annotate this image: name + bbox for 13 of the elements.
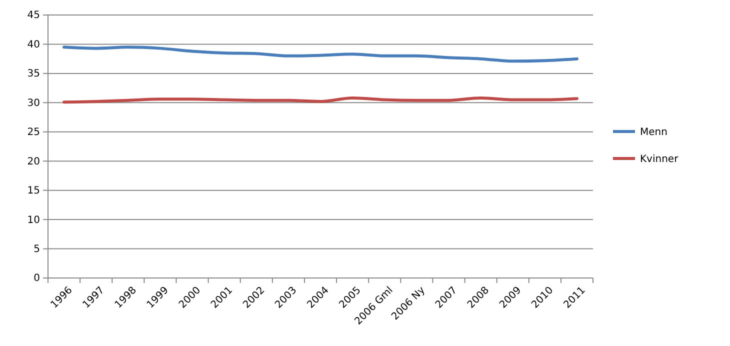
y-tick-label: 35 bbox=[27, 68, 40, 80]
y-tick-label: 45 bbox=[27, 10, 40, 22]
legend-label: Menn bbox=[640, 127, 668, 138]
y-tick-label: 40 bbox=[27, 39, 40, 50]
y-tick-label: 25 bbox=[27, 127, 40, 138]
y-tick-label: 30 bbox=[27, 98, 40, 109]
line-series bbox=[62, 46, 578, 63]
legend-label: Kvinner bbox=[640, 154, 680, 165]
y-tick-label: 0 bbox=[34, 273, 40, 284]
y-tick-label: 10 bbox=[27, 214, 40, 226]
y-tick-label: 15 bbox=[27, 186, 40, 197]
y-tick-label: 20 bbox=[27, 156, 40, 168]
y-tick-label: 5 bbox=[34, 244, 40, 255]
